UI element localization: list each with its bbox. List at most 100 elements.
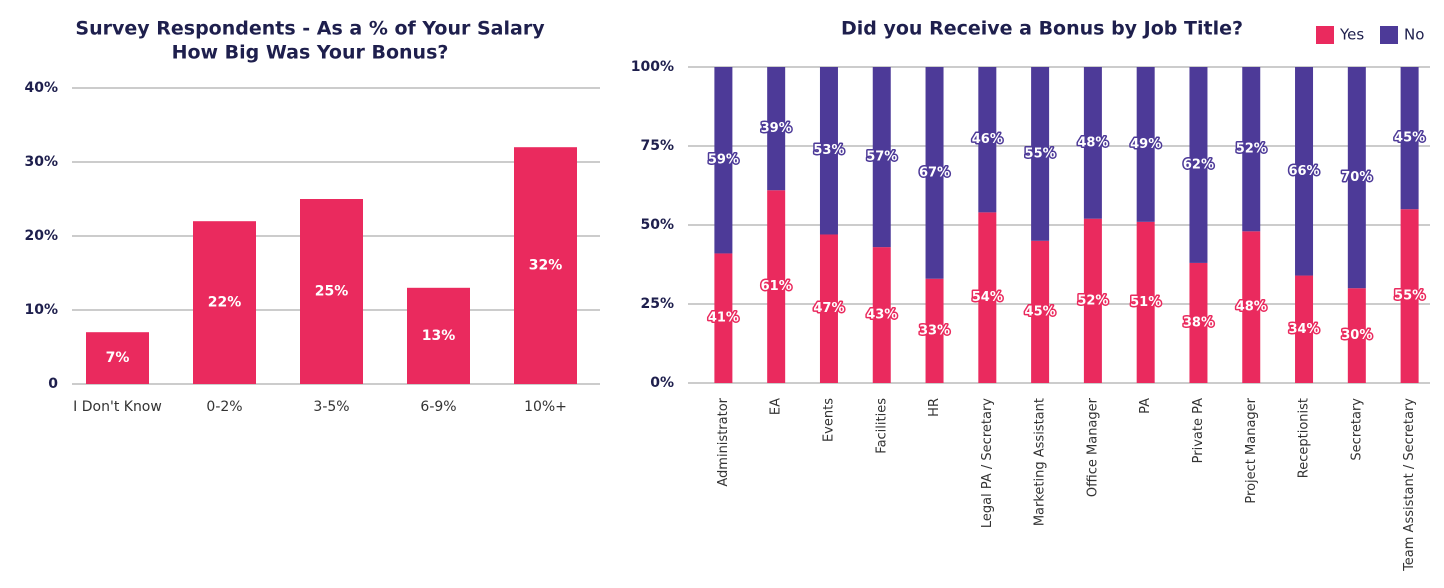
value-label: 45% <box>1025 304 1056 319</box>
value-label: 62% <box>1183 157 1214 172</box>
bar-segment <box>1400 209 1419 383</box>
bar-segment <box>1242 67 1261 232</box>
value-label: 61% <box>761 279 792 294</box>
x-tick-label: PA <box>1138 398 1153 414</box>
value-label: 48% <box>1236 300 1267 315</box>
x-tick-label: 10%+ <box>524 399 567 415</box>
bar <box>300 199 363 384</box>
bar-segment <box>1400 67 1419 210</box>
bar-segment <box>1295 275 1314 383</box>
bar-segment <box>978 212 997 383</box>
y-tick-label: 10% <box>24 302 58 318</box>
legend-swatch <box>1316 26 1334 44</box>
value-label: 53% <box>813 143 844 158</box>
bar-segment <box>925 278 944 383</box>
y-tick-label: 30% <box>24 154 58 170</box>
value-label: 52% <box>1236 142 1267 157</box>
value-label: 46% <box>972 132 1003 147</box>
value-label: 55% <box>1394 289 1425 304</box>
chart-title: Survey Respondents - As a % of Your Sala… <box>75 18 545 40</box>
x-tick-label: 6-9% <box>420 399 456 415</box>
x-tick-label: Facilities <box>874 398 889 454</box>
y-tick-label: 75% <box>640 138 674 154</box>
x-tick-label: Secretary <box>1349 398 1364 461</box>
bar-segment <box>872 247 891 383</box>
value-label: 39% <box>761 121 792 136</box>
bar-segment <box>767 190 786 383</box>
value-label: 38% <box>1183 315 1214 330</box>
value-label: 7% <box>106 350 130 366</box>
bar-segment <box>1083 218 1102 383</box>
x-tick-label: Administrator <box>716 397 731 486</box>
x-tick-label: Events <box>821 398 836 442</box>
value-label: 32% <box>529 258 563 274</box>
bar-segment <box>872 67 891 248</box>
value-label: 54% <box>972 290 1003 305</box>
y-tick-label: 100% <box>631 59 674 75</box>
value-label: 30% <box>1341 328 1372 343</box>
y-tick-label: 0% <box>650 375 674 391</box>
x-tick-label: 3-5% <box>313 399 349 415</box>
value-label: 66% <box>1288 164 1319 179</box>
x-tick-label: Receptionist <box>1297 398 1312 478</box>
y-tick-label: 50% <box>640 217 674 233</box>
x-tick-label: I Don't Know <box>73 399 162 415</box>
value-label: 59% <box>708 153 739 168</box>
bar-segment <box>1189 262 1208 383</box>
bar-segment <box>978 67 997 213</box>
value-label: 34% <box>1288 322 1319 337</box>
value-label: 51% <box>1130 295 1161 310</box>
value-label: 52% <box>1077 293 1108 308</box>
bar-segment <box>1347 67 1366 289</box>
bar-segment <box>1031 240 1050 383</box>
value-label: 43% <box>866 308 897 323</box>
x-tick-label: Team Assistant / Secretary <box>1402 398 1417 572</box>
bar-segment <box>714 253 733 383</box>
bar-segment <box>1189 67 1208 263</box>
bar-segment <box>1347 288 1366 383</box>
value-label: 33% <box>919 323 950 338</box>
value-label: 70% <box>1341 170 1372 185</box>
value-label: 47% <box>813 301 844 316</box>
value-label: 41% <box>708 311 739 326</box>
x-tick-label: Legal PA / Secretary <box>980 398 995 528</box>
bar-segment <box>1136 67 1155 222</box>
value-label: 48% <box>1077 135 1108 150</box>
x-tick-label: Office Manager <box>1085 397 1100 497</box>
bar-segment <box>1083 67 1102 219</box>
x-tick-label: 0-2% <box>206 399 242 415</box>
x-tick-label: Private PA <box>1191 398 1206 463</box>
legend-label: Yes <box>1339 26 1364 44</box>
bar-segment <box>1031 67 1050 241</box>
bar-segment <box>819 234 838 383</box>
x-tick-label: Marketing Assistant <box>1033 398 1048 526</box>
value-label: 55% <box>1025 146 1056 161</box>
y-tick-label: 20% <box>24 228 58 244</box>
bar-segment <box>767 67 786 191</box>
value-label: 25% <box>315 284 349 300</box>
bar <box>407 287 470 384</box>
bar-segment <box>1242 231 1261 383</box>
bar-segment <box>1295 67 1314 276</box>
bar-segment <box>819 67 838 235</box>
bar-segment <box>1136 221 1155 383</box>
x-tick-label: HR <box>927 398 942 417</box>
bar <box>86 332 149 384</box>
y-tick-label: 25% <box>640 296 674 312</box>
value-label: 49% <box>1130 137 1161 152</box>
legend-swatch <box>1380 26 1398 44</box>
bar-segment <box>925 67 944 279</box>
value-label: 57% <box>866 150 897 165</box>
legend-label: No <box>1404 26 1424 44</box>
bar <box>514 147 577 384</box>
value-label: 13% <box>422 328 456 344</box>
x-tick-label: EA <box>769 398 784 415</box>
chart-title: Did you Receive a Bonus by Job Title? <box>841 18 1243 40</box>
y-tick-label: 40% <box>24 80 58 96</box>
y-tick-label: 0 <box>48 376 58 392</box>
value-label: 45% <box>1394 131 1425 146</box>
bar <box>193 221 256 384</box>
value-label: 22% <box>208 295 242 311</box>
bar-segment <box>714 67 733 254</box>
